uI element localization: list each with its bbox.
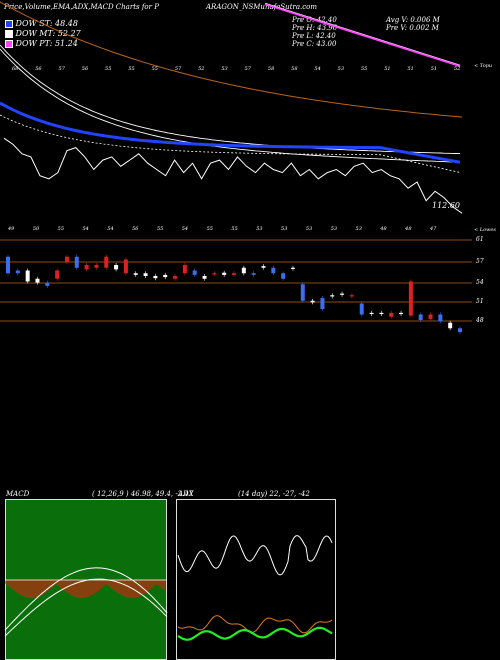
ema-long-line [0, 1, 463, 118]
pre-low: Pre L: 42.40 [292, 32, 336, 40]
dow-st-label: DOW ST: 48.48 [5, 20, 78, 28]
bottom-tick-label: 56 [132, 226, 139, 232]
top-tick-label: 51 [431, 66, 437, 72]
top-tick-label: 55 [128, 66, 134, 72]
vol-level-54: 54 [476, 279, 484, 286]
bottom-tick-label: 48 [379, 226, 386, 232]
top-tick-label: 56 [82, 66, 89, 72]
vol-level-57: 57 [476, 258, 484, 265]
avg-volume: Avg V: 0.006 M [386, 16, 440, 24]
dow-st-swatch [5, 20, 13, 28]
top-tick-label: 57 [59, 66, 66, 72]
bottom-tick-label: 55 [231, 226, 237, 232]
adx-panel [176, 499, 336, 660]
chart-title: Price,Volume,EMA,ADX,MACD Charts for P [4, 3, 159, 11]
right-label-bottom: < Lowes [474, 227, 496, 233]
symbol-text: ARAGON_NS [206, 3, 254, 11]
bottom-tick-label: 53 [281, 226, 287, 232]
dow-mt-swatch [5, 30, 13, 38]
site-text: MunafaSutra.com [253, 3, 318, 11]
top-tick-label: 57 [245, 66, 252, 72]
vol-level-51: 51 [476, 298, 484, 305]
ema-short-line [0, 101, 461, 164]
dow-pt-swatch [5, 40, 13, 48]
top-tick-label: 51 [407, 66, 413, 72]
top-tick-label: 55 [361, 66, 367, 72]
bottom-tick-label: 54 [107, 226, 113, 232]
dow-pt-line [264, 2, 461, 68]
bottom-tick-label: 53 [256, 226, 262, 232]
top-tick-label: 55 [105, 66, 111, 72]
ema-dashed-line [0, 114, 461, 173]
top-tick-label: 56 [35, 66, 42, 72]
pre-volume: Pre V: 0.002 M [386, 24, 439, 32]
macd-params: ( 12,26,9 ) 46.98, 49.4, -2.47 [92, 490, 194, 498]
bottom-tick-label: 53 [356, 226, 362, 232]
ema-mid-line-1 [0, 44, 461, 155]
bottom-tick-label: 53 [306, 226, 312, 232]
price-volume-chart: 68 56 57 56 55 55 55 57 52 53 57 58 58 54 53 55 51 51 51 52… [0, 1, 472, 335]
dow-pt-label: DOW PT: 51.24 [5, 40, 78, 48]
bottom-tick-label: 49 [7, 226, 15, 232]
bottom-tick-label: 54 [182, 226, 188, 232]
top-tick-label: 57 [175, 66, 182, 72]
price-line [3, 137, 463, 214]
bottom-tick-label: 48 [404, 226, 411, 232]
top-tick-label: 55 [152, 66, 158, 72]
adx-label: ADX [178, 490, 194, 498]
macd-label: MACD [6, 490, 30, 498]
top-tick-label: 58 [268, 66, 274, 72]
bottom-tick-label: 54 [82, 226, 88, 232]
dow-mt-label: DOW MT: 52.27 [5, 30, 81, 38]
bottom-tick-label: 55 [58, 226, 64, 232]
top-tick-label: 51 [384, 66, 390, 72]
top-tick-label: 68 [12, 66, 18, 72]
top-tick-label: 54 [314, 66, 320, 72]
right-label-top: < Topu [474, 63, 493, 69]
top-tick-label: 52 [454, 66, 460, 72]
top-tick-label: 53 [221, 66, 227, 72]
last-price-label: 112.60 [432, 201, 460, 210]
bottom-tick-label: 53 [331, 226, 337, 232]
ema-mid-line-2 [0, 48, 461, 163]
top-tick-label: 52 [198, 66, 204, 72]
top-tick-label: 58 [291, 66, 297, 72]
pre-high: Pre H: 43.90 [292, 24, 338, 32]
bottom-tick-label: 47 [429, 226, 437, 232]
dow-st-text: DOW ST: 48.48 [15, 19, 78, 28]
vol-level-48: 48 [476, 317, 484, 324]
dow-pt-text: DOW PT: 51.24 [15, 39, 78, 48]
bottom-tick-label: 50 [33, 226, 40, 232]
dow-pt-highlight [264, 2, 461, 66]
symbol-label: ARAGON_NSMunafaSutra.com [206, 3, 317, 11]
dow-mt-text: DOW MT: 52.27 [15, 29, 81, 38]
bottom-tick-label: 55 [207, 226, 213, 232]
bottom-tick-label: 55 [157, 226, 163, 232]
macd-panel [5, 499, 167, 660]
top-tick-label: 53 [338, 66, 344, 72]
vol-level-61: 61 [476, 236, 484, 243]
pre-close: Pre C: 43.00 [292, 40, 337, 48]
adx-params: (14 day) 22, -27, -42 [238, 490, 310, 498]
